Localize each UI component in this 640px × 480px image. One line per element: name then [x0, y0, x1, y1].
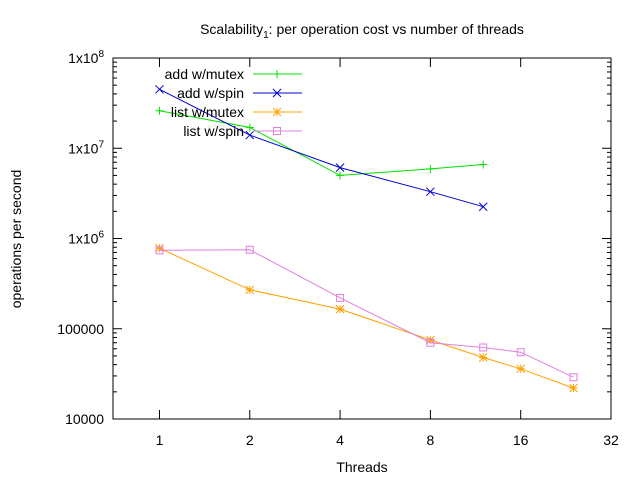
chart-title-main: Scalability [200, 21, 263, 37]
data-point-list-w-spin [479, 343, 488, 352]
legend-label-add-w-mutex: add w/mutex [165, 66, 244, 82]
data-point-list-w-spin [426, 338, 435, 347]
x-axis-label: Threads [336, 459, 387, 475]
x-tick-label: 8 [426, 432, 434, 448]
data-point-list-w-mutex [335, 304, 345, 314]
data-point-list-w-spin [155, 246, 164, 255]
x-tick-label: 16 [513, 432, 529, 448]
chart-title: Scalability1: per operation cost vs numb… [200, 21, 524, 41]
plot-area: 10000 100000 1x106 1x107 1x108 1 2 4 8 16 32 add w/… [57, 49, 619, 448]
data-point-list-w-mutex [478, 353, 488, 362]
data-point-add-w-mutex [245, 123, 254, 132]
data-point-list-w-spin [245, 245, 254, 254]
legend-label-list-w-spin: list w/spin [183, 123, 244, 139]
series-line-list-w-spin [159, 249, 574, 378]
y-axis-label: operations per second [8, 170, 24, 309]
legend-marker-add-w-spin [272, 88, 282, 98]
legend-marker-list-w-spin [273, 127, 281, 135]
data-point-add-w-spin [478, 202, 488, 212]
legend-label-add-w-spin: add w/spin [177, 85, 244, 101]
data-point-list-w-mutex [516, 364, 526, 374]
data-point-list-w-spin [569, 373, 578, 382]
data-point-add-w-mutex [479, 160, 488, 169]
data-point-add-w-mutex [426, 164, 435, 173]
x-tick-label: 2 [246, 432, 254, 448]
data-point-add-w-mutex [336, 171, 345, 180]
legend-label-list-w-mutex: list w/mutex [171, 104, 244, 120]
y-tick-label: 1x107 [68, 139, 104, 156]
x-tick-label: 1 [156, 432, 164, 448]
y-tick-label: 1x108 [68, 49, 104, 66]
legend-marker-list-w-mutex [272, 107, 282, 117]
data-point-list-w-mutex [155, 243, 164, 253]
data-point-add-w-spin [426, 187, 435, 197]
data-point-add-w-mutex [155, 106, 164, 115]
data-point-list-w-mutex [569, 383, 578, 393]
data-point-list-w-spin [516, 348, 525, 357]
data-point-list-w-mutex [245, 285, 255, 295]
chart-title-rest: : per operation cost vs number of thread… [269, 21, 524, 37]
y-tick-label: 100000 [57, 321, 104, 337]
data-point-add-w-spin [245, 130, 255, 140]
y-tick-label: 1x106 [68, 230, 104, 247]
data-point-add-w-spin [155, 84, 164, 94]
data-point-list-w-spin [336, 293, 345, 302]
x-tick-label: 32 [603, 432, 619, 448]
legend-marker-add-w-mutex [273, 70, 281, 78]
chart-title-subscript: 1 [263, 30, 269, 41]
x-tick-label: 4 [336, 432, 344, 448]
data-point-add-w-spin [335, 163, 345, 172]
y-tick-label: 10000 [65, 411, 104, 427]
series-line-list-w-mutex [159, 247, 574, 389]
series-line-add-w-mutex [159, 110, 484, 176]
